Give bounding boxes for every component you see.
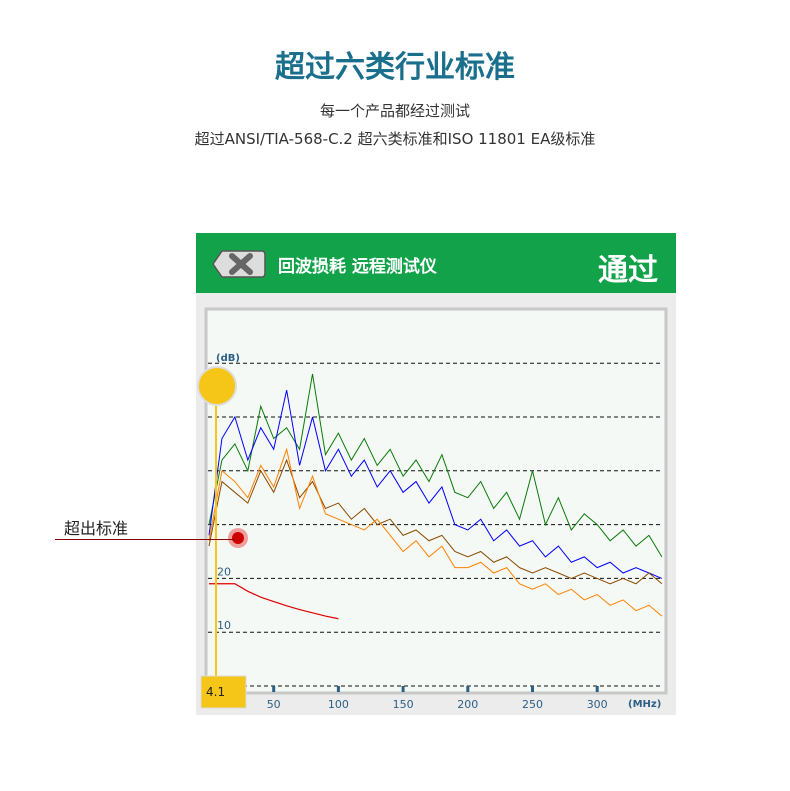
y-tick-label: 20 bbox=[217, 565, 231, 578]
x-tick-label: 200 bbox=[457, 698, 478, 711]
series-limit bbox=[209, 583, 339, 620]
x-tick-label: 300 bbox=[587, 698, 608, 711]
y-tick-label: 10 bbox=[217, 619, 231, 632]
cursor-value: 4.1 bbox=[206, 685, 225, 699]
subtitle-line-1: 每一个产品都经过测试 bbox=[319, 102, 470, 120]
title-bar: 回波损耗 远程测试仪 通过 bbox=[196, 233, 676, 293]
screen-title: 回波损耗 远程测试仪 bbox=[278, 257, 437, 277]
x-tick bbox=[272, 686, 276, 692]
tester-screen: 回波损耗 远程测试仪 通过 10 20 50 100 150 200 250 300 (dB)… bbox=[196, 233, 676, 715]
x-tick-label: 100 bbox=[328, 698, 349, 711]
x-tick-label: 50 bbox=[267, 698, 281, 711]
x-tick bbox=[336, 686, 340, 692]
cursor-value-box bbox=[200, 675, 247, 709]
series-green bbox=[208, 373, 663, 558]
subtitle-line-2: 超过ANSI/TIA-568-C.2 超六类标准和ISO 11801 EA级标准 bbox=[194, 130, 596, 148]
fail-marker-dot bbox=[232, 532, 244, 544]
series-blue bbox=[208, 389, 663, 579]
x-tick bbox=[466, 686, 470, 692]
x-tick bbox=[401, 686, 405, 692]
annotation-line bbox=[55, 539, 235, 540]
cursor-handle[interactable] bbox=[197, 366, 237, 406]
annotation-label: 超出标准 bbox=[64, 519, 129, 538]
series-orange bbox=[208, 447, 663, 617]
y-axis-label: (dB) bbox=[216, 353, 240, 364]
x-tick-label: 250 bbox=[522, 698, 543, 711]
page-title: 超过六类行业标准 bbox=[275, 50, 515, 85]
close-icon bbox=[229, 253, 253, 275]
x-tick bbox=[595, 686, 599, 692]
x-axis-label: (MHz) bbox=[628, 699, 661, 710]
back-close-button[interactable] bbox=[212, 249, 266, 279]
x-tick-label: 150 bbox=[393, 698, 414, 711]
pass-status: 通过 bbox=[598, 253, 658, 288]
return-loss-chart: 10 20 50 100 150 200 250 300 (dB) (MHz) 4.1 bbox=[197, 307, 668, 711]
x-tick bbox=[531, 686, 534, 692]
series-brown bbox=[208, 458, 663, 585]
